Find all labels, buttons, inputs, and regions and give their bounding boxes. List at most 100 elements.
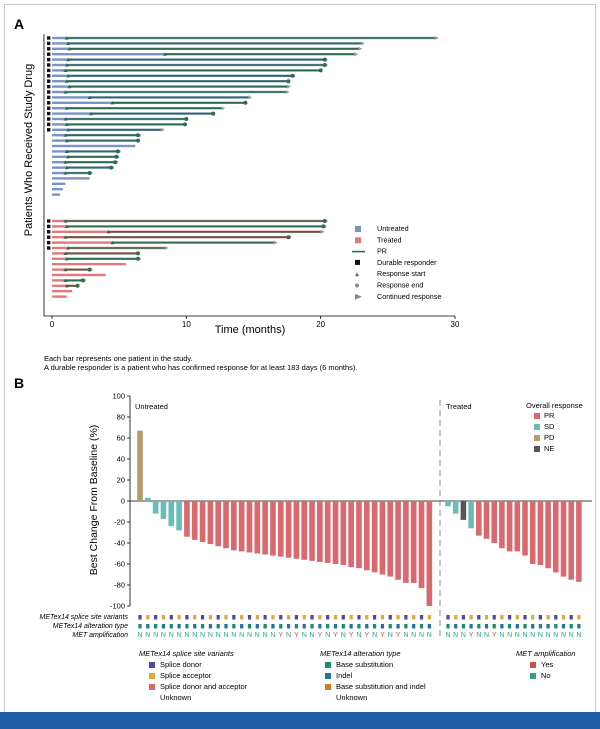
waterfall-y-tick-label: 20	[117, 476, 125, 485]
alteration-type-cell	[538, 624, 542, 629]
treated-response-bar	[452, 501, 459, 514]
splice-site-cell	[294, 615, 298, 620]
response-start-marker	[63, 267, 68, 272]
alteration-type-cell	[577, 624, 581, 629]
alteration-type-cell	[318, 624, 322, 629]
splice-site-cell	[302, 615, 306, 620]
untreated-response-bar	[184, 501, 190, 537]
met-amplification-cell: Y	[294, 632, 299, 639]
treated-bar	[52, 284, 79, 287]
untreated-response-bar	[137, 430, 143, 501]
panel-a-note-1: Each bar represents one patient in the s…	[44, 354, 193, 363]
splice-site-cell	[396, 615, 400, 620]
group-treated-label: Treated	[446, 402, 472, 411]
treated-response-bar	[529, 501, 536, 564]
splice-site-cell	[469, 615, 473, 620]
alteration-type-cell	[500, 624, 504, 629]
met-amplification-cell: N	[161, 632, 166, 639]
met-amplification-cell: N	[427, 632, 432, 639]
response-end-marker	[321, 224, 326, 229]
splice-site-cell	[412, 615, 416, 620]
met-amplification-cell: N	[223, 632, 228, 639]
response-start-marker	[63, 235, 68, 239]
key-amp-swatch	[530, 662, 536, 668]
met-amplification-cell: N	[522, 632, 527, 639]
alteration-type-cell	[224, 624, 228, 629]
treated-response-bar	[445, 501, 451, 507]
alteration-type-cell	[216, 624, 220, 629]
alteration-type-cell	[185, 624, 189, 629]
treated-response-bar	[491, 501, 497, 543]
treated-response-bar	[506, 501, 513, 552]
treated-bar	[52, 273, 106, 277]
treated-response-bar	[460, 501, 467, 520]
treated-response-bar	[560, 501, 567, 577]
splice-site-cell	[461, 615, 465, 620]
response-end-marker	[135, 256, 140, 261]
splice-site-cell	[523, 615, 527, 620]
treated-response-bar	[476, 501, 482, 536]
durable-responder-marker	[47, 128, 51, 132]
alteration-type-cell	[569, 624, 573, 629]
untreated-response-bar	[254, 501, 261, 554]
legend-label-start: Response start	[377, 269, 425, 278]
legend-label-durable: Durable responder	[377, 258, 437, 267]
untreated-response-bar	[168, 501, 175, 527]
durable-responder-marker	[47, 47, 51, 51]
waterfall-y-tick-label: -100	[110, 602, 125, 611]
response-start-marker	[64, 149, 69, 153]
response-legend-swatch-SD	[534, 424, 540, 430]
response-start-marker	[162, 52, 167, 56]
key-amp-label: Yes	[541, 660, 553, 669]
treated-response-bar	[483, 501, 490, 539]
splice-site-cell	[224, 615, 228, 620]
met-amplification-cell: N	[239, 632, 244, 639]
splice-site-cell	[477, 615, 481, 620]
alteration-type-cell	[523, 624, 527, 629]
continued-response-marker	[354, 52, 359, 57]
key-amp-swatch	[530, 673, 536, 679]
response-start-marker	[63, 251, 68, 255]
alteration-type-cell	[138, 624, 142, 629]
response-end-marker	[87, 267, 92, 272]
key-amp-label: No	[541, 671, 551, 680]
alteration-type-cell	[427, 624, 431, 629]
met-amplification-cell: N	[200, 632, 205, 639]
legend-durable-swatch	[355, 259, 360, 265]
waterfall-y-tick-label: -60	[114, 560, 125, 569]
legend-label-continued: Continued response	[377, 292, 441, 301]
alteration-type-cell	[561, 624, 566, 629]
alteration-type-cell	[302, 624, 306, 629]
response-end-marker	[135, 138, 140, 143]
met-amplification-cell: N	[476, 632, 481, 639]
continued-response-marker	[160, 127, 165, 132]
durable-responder-marker	[47, 111, 51, 116]
alteration-type-cell	[469, 624, 473, 629]
splice-site-cell	[538, 615, 542, 620]
durable-responder-marker	[47, 246, 51, 250]
treated-bar	[52, 263, 126, 266]
untreated-response-bar	[285, 501, 292, 558]
response-end-marker	[135, 251, 140, 256]
untreated-response-bar	[270, 501, 276, 556]
alteration-type-cell	[419, 624, 424, 629]
untreated-response-bar	[387, 501, 394, 577]
legend-untreated-swatch	[355, 226, 361, 232]
durable-responder-marker	[47, 36, 51, 40]
response-start-marker	[64, 165, 69, 170]
untreated-response-bar	[371, 501, 378, 573]
met-amplification-cell: N	[499, 632, 504, 639]
durable-responder-marker	[47, 84, 51, 89]
response-start-marker	[110, 240, 115, 245]
treated-response-bar	[576, 501, 582, 582]
response-legend-title: Overall response	[526, 401, 583, 410]
continued-response-marker	[358, 46, 363, 51]
met-amplification-cell: N	[388, 632, 393, 639]
splice-site-cell	[454, 615, 458, 620]
key-splice-label: Splice acceptor	[160, 671, 212, 680]
response-start-marker	[63, 278, 68, 282]
splice-site-cell	[279, 615, 283, 620]
swimmer-x-tick-label: 10	[182, 320, 191, 329]
waterfall-y-tick-label: 40	[117, 455, 125, 464]
